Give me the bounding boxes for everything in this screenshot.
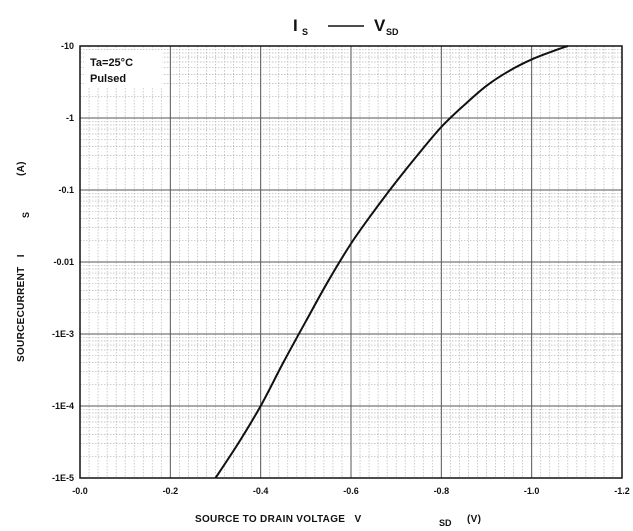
x-tick-label: -1.2 bbox=[614, 486, 630, 496]
x-axis-label-text: SOURCE TO DRAIN VOLTAGE V bbox=[195, 514, 361, 525]
x-axis-label: SOURCE TO DRAIN VOLTAGE V SD (V) bbox=[195, 514, 481, 528]
y-tick-label: -1 bbox=[66, 113, 74, 123]
title-right-symbol: V bbox=[374, 16, 386, 35]
title-left-subscript: S bbox=[302, 27, 308, 37]
x-tick-label: -0.8 bbox=[434, 486, 450, 496]
plot-border bbox=[79, 45, 623, 479]
x-axis-label-subscript: SD bbox=[439, 518, 452, 528]
x-axis-label-unit: (V) bbox=[467, 514, 481, 525]
y-axis-label: SOURCECURRENT I S (A) bbox=[16, 161, 31, 362]
annotation-line-2: Pulsed bbox=[90, 73, 126, 85]
y-tick-label: -0.01 bbox=[53, 257, 74, 267]
x-tick-label: -0.4 bbox=[253, 486, 269, 496]
series-line bbox=[214, 45, 569, 479]
y-tick-label: -1E-5 bbox=[52, 473, 74, 483]
x-tick-labels: -0.0 -0.2 -0.4 -0.6 -0.8 -1.0 -1.2 bbox=[72, 486, 630, 496]
condition-annotation: Ta=25°C Pulsed bbox=[84, 50, 162, 88]
y-axis-label-subscript: S bbox=[21, 212, 31, 218]
chart-title: I S V SD bbox=[293, 16, 399, 37]
x-tick-label: -1.0 bbox=[524, 486, 540, 496]
y-axis-label-unit: (A) bbox=[16, 161, 27, 176]
annotation-background bbox=[84, 50, 162, 88]
annotation-line-1: Ta=25°C bbox=[90, 57, 133, 69]
x-tick-label: -0.0 bbox=[72, 486, 88, 496]
y-tick-label: -1E-4 bbox=[52, 401, 74, 411]
x-tick-label: -0.2 bbox=[163, 486, 179, 496]
x-tick-label: -0.6 bbox=[343, 486, 359, 496]
y-tick-labels: -10 -1 -0.1 -0.01 -1E-3 -1E-4 -1E-5 bbox=[52, 41, 74, 483]
title-right-subscript: SD bbox=[386, 27, 399, 37]
title-left-symbol: I bbox=[293, 16, 298, 35]
y-axis-label-text: SOURCECURRENT I bbox=[16, 254, 27, 362]
y-tick-label: -0.1 bbox=[58, 185, 74, 195]
y-tick-label: -10 bbox=[61, 41, 74, 51]
y-tick-label: -1E-3 bbox=[52, 329, 74, 339]
